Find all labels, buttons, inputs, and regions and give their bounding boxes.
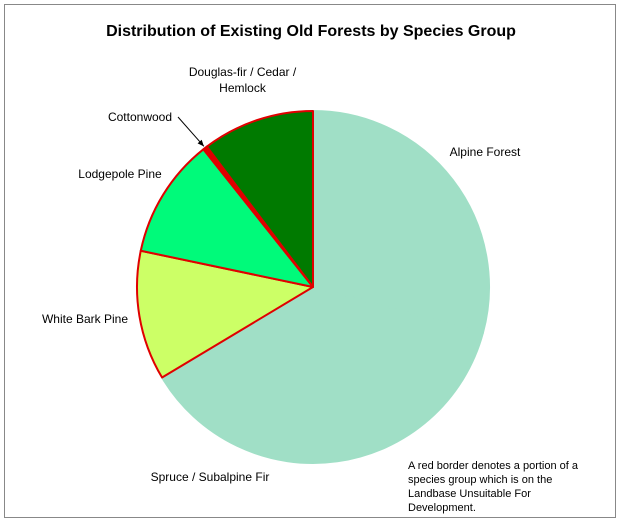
slice-label: White Bark Pine: [41, 312, 129, 326]
frame: [4, 4, 616, 518]
chart-title: Distribution of Existing Old Forests by …: [106, 23, 516, 40]
slice-label: Douglas-fir / Cedar / Hemlock: [188, 65, 297, 95]
slice-label: Spruce / Subalpine Fir: [150, 470, 270, 484]
slice-label: Alpine Forest: [449, 145, 521, 159]
pie-slice: [161, 286, 484, 464]
slice-label: Cottonwood: [107, 110, 173, 124]
note: A red border denotes a portion of a spec…: [408, 460, 579, 514]
pie-slice: [312, 110, 490, 334]
pie-slice: [139, 148, 314, 288]
leader-line: [177, 116, 205, 147]
pie-slice: [136, 249, 314, 379]
slice-label: Lodgepole Pine: [78, 167, 162, 181]
arrow-head: [197, 139, 204, 147]
pie-slice: [205, 110, 314, 288]
